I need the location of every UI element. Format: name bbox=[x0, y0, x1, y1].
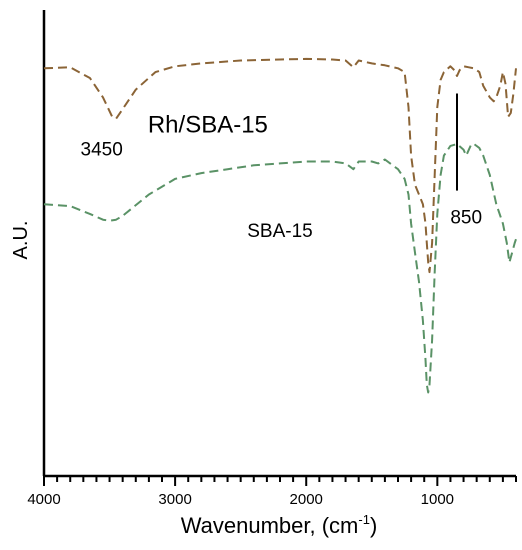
annotation-layer: Rh/SBA-15 3450 850 SBA-15 bbox=[81, 93, 482, 242]
x-tick-label: 3000 bbox=[158, 491, 191, 508]
annotation-label: 850 bbox=[450, 208, 482, 229]
x-axis-label: Wavenumber, (cm-1) bbox=[181, 512, 378, 538]
annotation-label: SBA-15 bbox=[247, 221, 312, 242]
x-axis-label-superscript: -1 bbox=[358, 512, 370, 527]
x-tick-label: 2000 bbox=[290, 491, 323, 508]
x-axis-label-main: Wavenumber, (cm bbox=[181, 513, 359, 538]
series-line-sba-15 bbox=[43, 143, 517, 394]
y-axis-label: A.U. bbox=[10, 221, 32, 260]
annotation-label: Rh/SBA-15 bbox=[148, 111, 268, 138]
tick-layer: 4000 3000 2000 1000 bbox=[27, 476, 517, 508]
series-layer bbox=[43, 57, 517, 394]
series-line-rh-sba-15 bbox=[43, 57, 517, 274]
x-tick-label: 4000 bbox=[27, 491, 60, 508]
x-tick-label: 1000 bbox=[421, 491, 454, 508]
plot-frame bbox=[42, 10, 516, 478]
annotation-label: 3450 bbox=[81, 140, 123, 161]
x-axis-label-close: ) bbox=[370, 513, 377, 538]
